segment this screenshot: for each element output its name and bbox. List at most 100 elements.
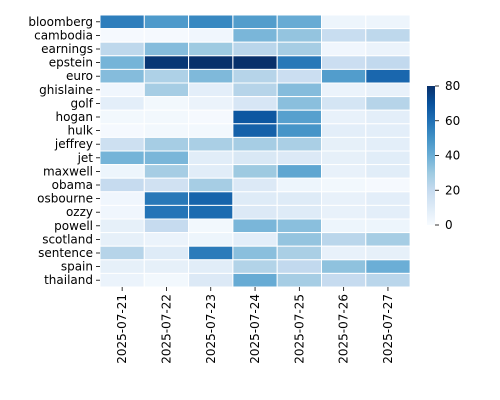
row-label: hogan [55, 110, 93, 124]
heatmap-cell [276, 41, 323, 57]
row-labels: bloombergcambodiaearningsepsteineuroghis… [28, 15, 100, 287]
heatmap-cell [365, 55, 411, 70]
row-label: ghislaine [39, 83, 93, 97]
heatmap-cell [276, 204, 323, 220]
heatmap-cell [321, 41, 367, 57]
heatmap-cell [321, 191, 367, 206]
heatmap-cell [276, 109, 323, 125]
heatmap-cell [365, 109, 411, 125]
heatmap-cell [99, 218, 145, 234]
heatmap-cell [143, 96, 190, 111]
heatmap-cell [365, 204, 411, 220]
row-label: hulk [68, 124, 94, 138]
heatmap-cell [365, 272, 411, 288]
heatmap-cell [99, 55, 145, 70]
heatmap-cell [188, 96, 234, 111]
row-label: earnings [41, 42, 93, 56]
heatmap-cell [276, 164, 323, 179]
heatmap-cell [232, 82, 278, 98]
row-label: osbourne [37, 192, 93, 206]
heatmap-cell [321, 164, 367, 179]
heatmap-cell [232, 96, 278, 111]
heatmap-cell [365, 259, 411, 274]
heatmap-cell [232, 218, 278, 234]
heatmap-cell [232, 272, 278, 288]
heatmap-cell [99, 123, 145, 138]
heatmap-cell [232, 123, 278, 138]
heatmap-cell [232, 68, 278, 84]
heatmap-cell [143, 28, 190, 43]
heatmap-cell [276, 96, 323, 111]
heatmap-cell [99, 68, 145, 84]
heatmap-cell [276, 191, 323, 206]
heatmap-cell [99, 259, 145, 274]
heatmap-cell [188, 150, 234, 166]
heatmap-cell [188, 164, 234, 179]
heatmap-cells [99, 14, 411, 288]
heatmap-cell [276, 28, 323, 43]
heatmap-cell [321, 245, 367, 261]
heatmap-cell [99, 177, 145, 193]
heatmap-cell [99, 136, 145, 152]
heatmap-cell [143, 68, 190, 84]
heatmap-cell [143, 259, 190, 274]
heatmap-cell [188, 14, 234, 30]
heatmap-cell [188, 259, 234, 274]
heatmap-cell [365, 41, 411, 57]
colorbar-tick-label: 80 [445, 79, 460, 93]
row-label: epstein [49, 56, 93, 70]
heatmap-cell [143, 177, 190, 193]
heatmap-cell [276, 136, 323, 152]
heatmap-cell [321, 55, 367, 70]
heatmap-cell [188, 272, 234, 288]
heatmap-cell [188, 136, 234, 152]
heatmap-cell [276, 150, 323, 166]
heatmap-cell [143, 245, 190, 261]
column-label: 2025-07-26 [337, 294, 351, 364]
heatmap-cell [276, 55, 323, 70]
heatmap-cell [365, 68, 411, 84]
heatmap-cell [365, 218, 411, 234]
heatmap-cell [143, 109, 190, 125]
heatmap-cell [143, 55, 190, 70]
row-label: maxwell [43, 164, 93, 178]
row-label: ozzy [66, 205, 93, 219]
heatmap-cell [143, 41, 190, 57]
heatmap-cell [321, 68, 367, 84]
heatmap-cell [232, 150, 278, 166]
row-label: golf [70, 96, 93, 110]
heatmap-cell [365, 14, 411, 30]
heatmap-cell [232, 136, 278, 152]
row-label: euro [66, 69, 93, 83]
heatmap-cell [99, 272, 145, 288]
row-label: powell [54, 219, 93, 233]
heatmap-cell [143, 218, 190, 234]
heatmap-cell [143, 204, 190, 220]
heatmap-cell [143, 164, 190, 179]
row-label: cambodia [34, 28, 93, 42]
heatmap-cell [188, 28, 234, 43]
heatmap-cell [188, 55, 234, 70]
heatmap-cell [143, 232, 190, 247]
heatmap-cell [365, 245, 411, 261]
heatmap-cell [99, 245, 145, 261]
heatmap-cell [365, 136, 411, 152]
row-label: sentence [38, 246, 93, 260]
heatmap-cell [276, 123, 323, 138]
heatmap-cell [143, 150, 190, 166]
heatmap-cell [99, 41, 145, 57]
heatmap-cell [143, 191, 190, 206]
heatmap-cell [232, 55, 278, 70]
heatmap-cell [99, 28, 145, 43]
heatmap-cell [188, 245, 234, 261]
column-label: 2025-07-21 [115, 294, 129, 364]
heatmap-cell [365, 232, 411, 247]
heatmap-cell [232, 204, 278, 220]
heatmap-cell [99, 204, 145, 220]
column-label: 2025-07-25 [292, 294, 306, 364]
colorbar: 0 20 40 60 80 [427, 79, 460, 232]
heatmap-cell [188, 191, 234, 206]
heatmap-cell [99, 96, 145, 111]
heatmap-cell [321, 28, 367, 43]
